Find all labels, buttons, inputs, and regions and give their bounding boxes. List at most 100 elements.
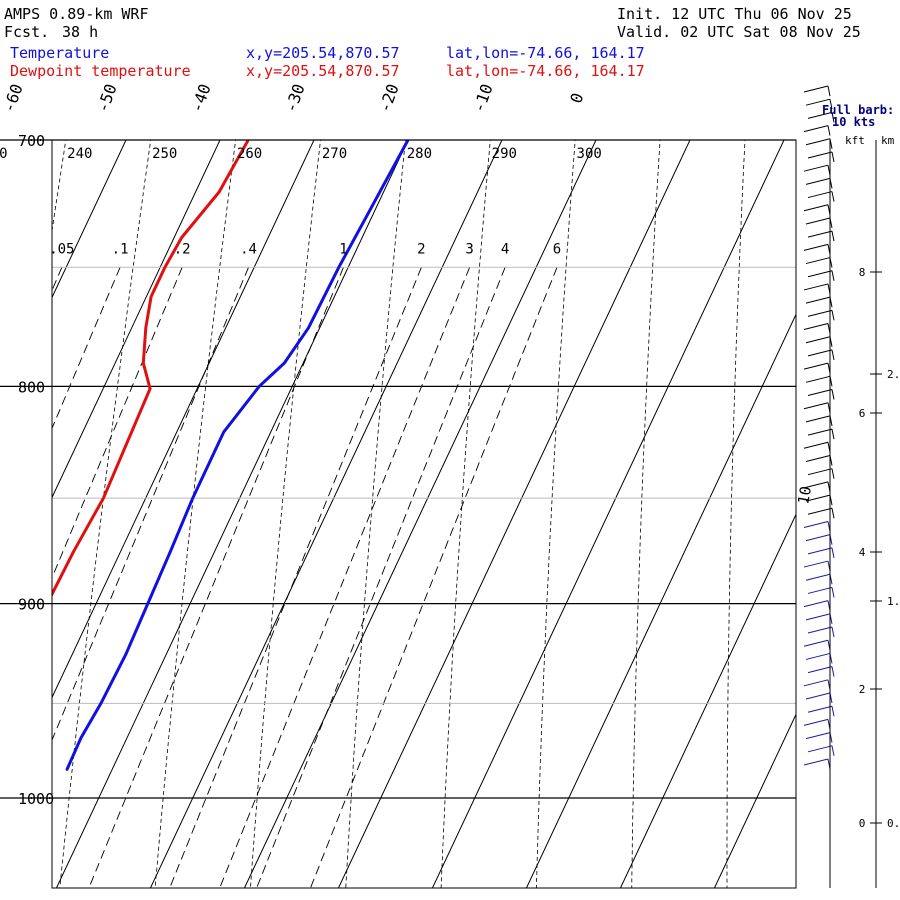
wind-barb-staff-22: [805, 375, 831, 383]
legend-dewpoint-xy: x,y=205.54,870.57: [246, 62, 400, 80]
series-0-point-11: [100, 702, 102, 705]
isotherm-label--50: -50: [93, 81, 121, 115]
height-axis: kft km Full barb: 10 kts 8 6 4 2 0 2. 1. 0.: [822, 103, 900, 888]
wind-barb-staff-32: [807, 507, 833, 515]
series-0-point-1: [372, 203, 374, 206]
wind-barb-staff-18: [803, 323, 829, 331]
kft-tick-label-8: 8: [859, 266, 866, 279]
barb-note-line2: 10 kts: [832, 115, 875, 129]
dry-adiabat-label-240: 240: [67, 146, 92, 162]
dry-adiabat-label-270: 270: [322, 146, 347, 162]
mixing-ratio-label-4: 1: [339, 241, 347, 257]
barb-note-line1: Full barb:: [822, 103, 894, 117]
kft-tick-label-6: 6: [859, 407, 866, 420]
mixing-ratio-line-8: [309, 267, 558, 888]
wind-barb-staff-1: [805, 98, 831, 106]
series-1-point-9: [72, 550, 75, 553]
series-0-point-7: [191, 497, 194, 500]
wind-barb-flag-14: [831, 270, 835, 281]
isotherm-20: [431, 140, 785, 888]
mixing-ratio-label-6: 3: [465, 241, 473, 257]
wind-barb-staff-46: [805, 692, 831, 700]
mixing-ratio-line-2: [52, 267, 183, 579]
pressure-tick-label-700: 700: [18, 132, 45, 150]
wind-barb-staff-27: [803, 441, 829, 449]
wind-barb-staff-9: [803, 204, 829, 212]
wind-barb-staff-48: [803, 718, 829, 726]
mixing-ratio-label-2: .2: [174, 241, 191, 257]
wind-barb-staff-47: [807, 705, 833, 713]
mixing-ratio-line-7: [256, 267, 506, 888]
wind-barb-flag-8: [831, 191, 835, 202]
legend-dewpoint-name: Dewpoint temperature: [10, 62, 191, 80]
wind-barb-staff-38: [807, 586, 833, 594]
dry-adiabat-label-300: 300: [577, 146, 602, 162]
dry-adiabat-320: [726, 140, 746, 888]
isotherm--30: [52, 140, 315, 699]
km-tick-label-0: 2.: [887, 368, 900, 381]
km-axis-label: km: [881, 134, 895, 147]
wind-barb-staff-39: [803, 600, 829, 608]
series-1-point-3: [164, 266, 166, 269]
wind-barb-flag-35: [831, 547, 835, 558]
series-0-point-9: [147, 602, 149, 605]
series-line-0: [65, 140, 410, 771]
wind-barb-flag-20: [831, 349, 835, 361]
isotherm-30: [525, 313, 796, 888]
kft-axis-label: kft: [845, 134, 865, 147]
wind-barb-staff-12: [803, 243, 829, 251]
wind-barb-staff-25: [805, 415, 831, 423]
wind-barb-staff-31: [805, 494, 831, 502]
init-time: Init. 12 UTC Thu 06 Nov 25: [617, 5, 852, 23]
wind-barb-staff-26: [807, 428, 833, 436]
forecast-hours: 38 h: [62, 23, 99, 41]
isotherm--60: [0, 140, 32, 900]
isotherm-label--60: -60: [0, 81, 27, 115]
wind-barb-staff-4: [805, 138, 831, 146]
dry-adiabat-300: [536, 140, 576, 888]
dry-adiabat-label-250: 250: [152, 146, 177, 162]
series-0-point-10: [125, 653, 127, 655]
series-1-point-7: [149, 387, 151, 390]
plot-frame: [51, 139, 797, 889]
series-0-point-3: [307, 327, 310, 329]
isotherm--10: [149, 140, 503, 888]
mixing-ratio-line-1: [52, 267, 121, 430]
series-0-point-13: [65, 769, 68, 771]
dry-adiabat-310: [631, 140, 661, 888]
series-0-point-2: [338, 266, 340, 269]
wind-barb-flag-1: [829, 99, 833, 110]
series-1-point-6: [142, 362, 145, 364]
wind-barb-staff-8: [807, 191, 833, 199]
wind-barb-flag-5: [831, 151, 835, 163]
wind-barb-staff-29: [807, 468, 833, 476]
series-1-point-5: [145, 327, 147, 329]
wind-barb-staff-34: [805, 534, 831, 542]
series-0-point-4: [283, 362, 286, 364]
series-1-point-11: [15, 663, 17, 665]
wind-barb-staff-21: [803, 362, 829, 370]
wind-barb-flag-41: [831, 626, 835, 638]
dry-adiabat-label-280: 280: [407, 146, 432, 162]
km-tick-label-1: 1.: [887, 595, 900, 608]
wind-barb-flag-29: [831, 468, 835, 479]
wind-barb-flag-44: [831, 666, 835, 677]
km-tick-label-2: 0.: [887, 817, 900, 830]
series-0-point-6: [223, 431, 225, 433]
series-line-1: [52, 140, 250, 598]
wind-barb-staff-40: [805, 613, 831, 621]
dry-adiabat-label-290: 290: [492, 146, 517, 162]
mixing-ratio-line-3: [52, 267, 249, 742]
isotherm-60: [799, 140, 900, 900]
wind-barb-flag-23: [831, 389, 835, 400]
wind-barb-staff-33: [803, 520, 829, 528]
wind-barb-staff-5: [807, 151, 833, 159]
series-1-point-1: [218, 191, 220, 193]
model-title: AMPS 0.89-km WRF: [4, 5, 149, 23]
wind-barb-flag-0: [827, 85, 831, 97]
isotherm-0: [243, 140, 597, 888]
wind-barb-staff-45: [803, 679, 829, 687]
legend-temperature-name: Temperature: [10, 44, 110, 62]
wind-barb-staff-50: [807, 745, 833, 753]
mixing-ratio-label-8: 6: [553, 241, 561, 257]
